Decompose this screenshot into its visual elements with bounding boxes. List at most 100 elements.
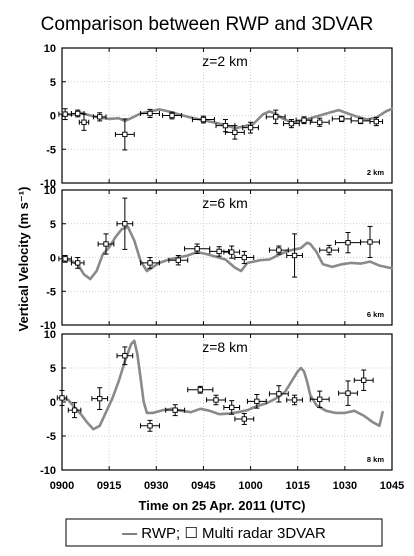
y-tick-label: -10 (40, 465, 56, 477)
radar-marker (147, 110, 153, 117)
radar-marker (194, 246, 200, 252)
radar-marker (147, 260, 153, 266)
radar-point (309, 117, 330, 127)
radar-point (331, 115, 352, 123)
radar-point (224, 125, 245, 140)
x-tick-label: 0945 (191, 480, 215, 492)
radar-marker (216, 248, 222, 255)
radar-marker (276, 391, 282, 397)
radar-point (97, 233, 115, 255)
radar-point (265, 109, 286, 125)
y-tick-label: 10 (44, 185, 56, 197)
radar-point (234, 413, 255, 425)
y-tick-label: -10 (40, 320, 56, 332)
radar-marker (59, 395, 65, 401)
radar-marker (147, 423, 153, 429)
x-tick-label: 1030 (333, 480, 357, 492)
chart-title: Comparison between RWP and 3DVAR (41, 14, 374, 35)
radar-marker (71, 407, 78, 413)
radar-point (114, 118, 135, 151)
radar-point (319, 244, 340, 256)
radar-point (309, 390, 330, 408)
panel-1: -10 -5 0 5 10 z=2 km 2 km (40, 43, 394, 190)
radar-point (165, 404, 186, 417)
radar-marker (301, 117, 307, 123)
radar-marker (317, 396, 323, 402)
radar-marker (103, 241, 109, 247)
radar-marker (247, 124, 254, 131)
radar-marker (81, 119, 87, 125)
radar-point (67, 402, 82, 419)
radar-marker (75, 260, 81, 266)
radar-marker (367, 239, 373, 245)
radar-marker (229, 249, 235, 255)
radar-point (70, 109, 85, 118)
y-tick-label: -5 (46, 431, 56, 443)
radar-point (242, 121, 259, 134)
radar-point (246, 394, 267, 409)
y-tick-label: 5 (50, 363, 56, 375)
legend-text: — RWP; ☐ Multi radar 3DVAR (122, 525, 326, 542)
radar-marker (200, 116, 207, 123)
radar-marker (373, 118, 379, 125)
radar-marker (197, 387, 203, 393)
radar-marker (97, 395, 103, 402)
radar-point (116, 197, 134, 250)
radar-point (360, 225, 380, 258)
radar-point (191, 115, 215, 124)
radar-point (168, 254, 189, 266)
radar-marker (229, 404, 235, 411)
radar-marker (62, 111, 68, 117)
radar-marker (288, 120, 295, 127)
radar-point (140, 257, 160, 269)
radar-point (56, 389, 68, 406)
radar-marker (241, 416, 247, 422)
y-tick-label: 0 (50, 253, 56, 265)
radar-marker (122, 221, 128, 227)
x-tick-label: 1045 (380, 480, 404, 492)
radar-point (283, 119, 300, 129)
radar-marker (222, 122, 229, 129)
y-tick-label: 0 (50, 111, 56, 123)
x-axis-label: Time on 25 Apr. 2011 (UTC) (139, 498, 306, 513)
radar-point (92, 112, 107, 122)
x-tick-label: 0930 (144, 480, 168, 492)
legend-box (65, 518, 383, 547)
radar-point (58, 254, 72, 263)
y-tick-label: 5 (50, 77, 56, 89)
x-tick-label: 1000 (238, 480, 262, 492)
y-tick-label: 10 (44, 329, 56, 341)
panel-height-label: z=8 km (202, 339, 248, 355)
x-tick-label: 0900 (50, 480, 74, 492)
radar-marker (361, 377, 367, 383)
rwp-series-line (60, 225, 394, 281)
radar-point (268, 385, 289, 403)
panel-3: -10 -5 0 5 10 z=8 km 8 km (40, 329, 393, 477)
panel-corner-label: 8 km (367, 455, 384, 464)
radar-marker (241, 254, 247, 261)
radar-marker (62, 256, 68, 262)
radar-point (234, 250, 255, 265)
rwp-series-line (60, 107, 394, 130)
radar-point (223, 245, 241, 259)
panel-2: -10 -5 0 5 10 z=6 km 6 km (40, 185, 394, 332)
radar-marker (291, 252, 298, 259)
radar-marker (169, 112, 175, 119)
y-tick-label: 10 (44, 43, 56, 55)
radar-point (140, 419, 160, 432)
radar-marker (357, 118, 364, 124)
y-tick-label: -5 (46, 286, 56, 298)
radar-point (187, 385, 214, 394)
panel-corner-label: 2 km (367, 168, 384, 177)
radar-marker (345, 390, 351, 396)
radar-marker (326, 247, 332, 253)
radar-point (70, 257, 85, 269)
y-tick-label: 5 (50, 219, 56, 231)
radar-point (353, 369, 374, 391)
x-tick-label: 1015 (285, 480, 309, 492)
radar-point (91, 387, 109, 410)
radar-marker (254, 398, 260, 404)
radar-point (78, 113, 90, 131)
